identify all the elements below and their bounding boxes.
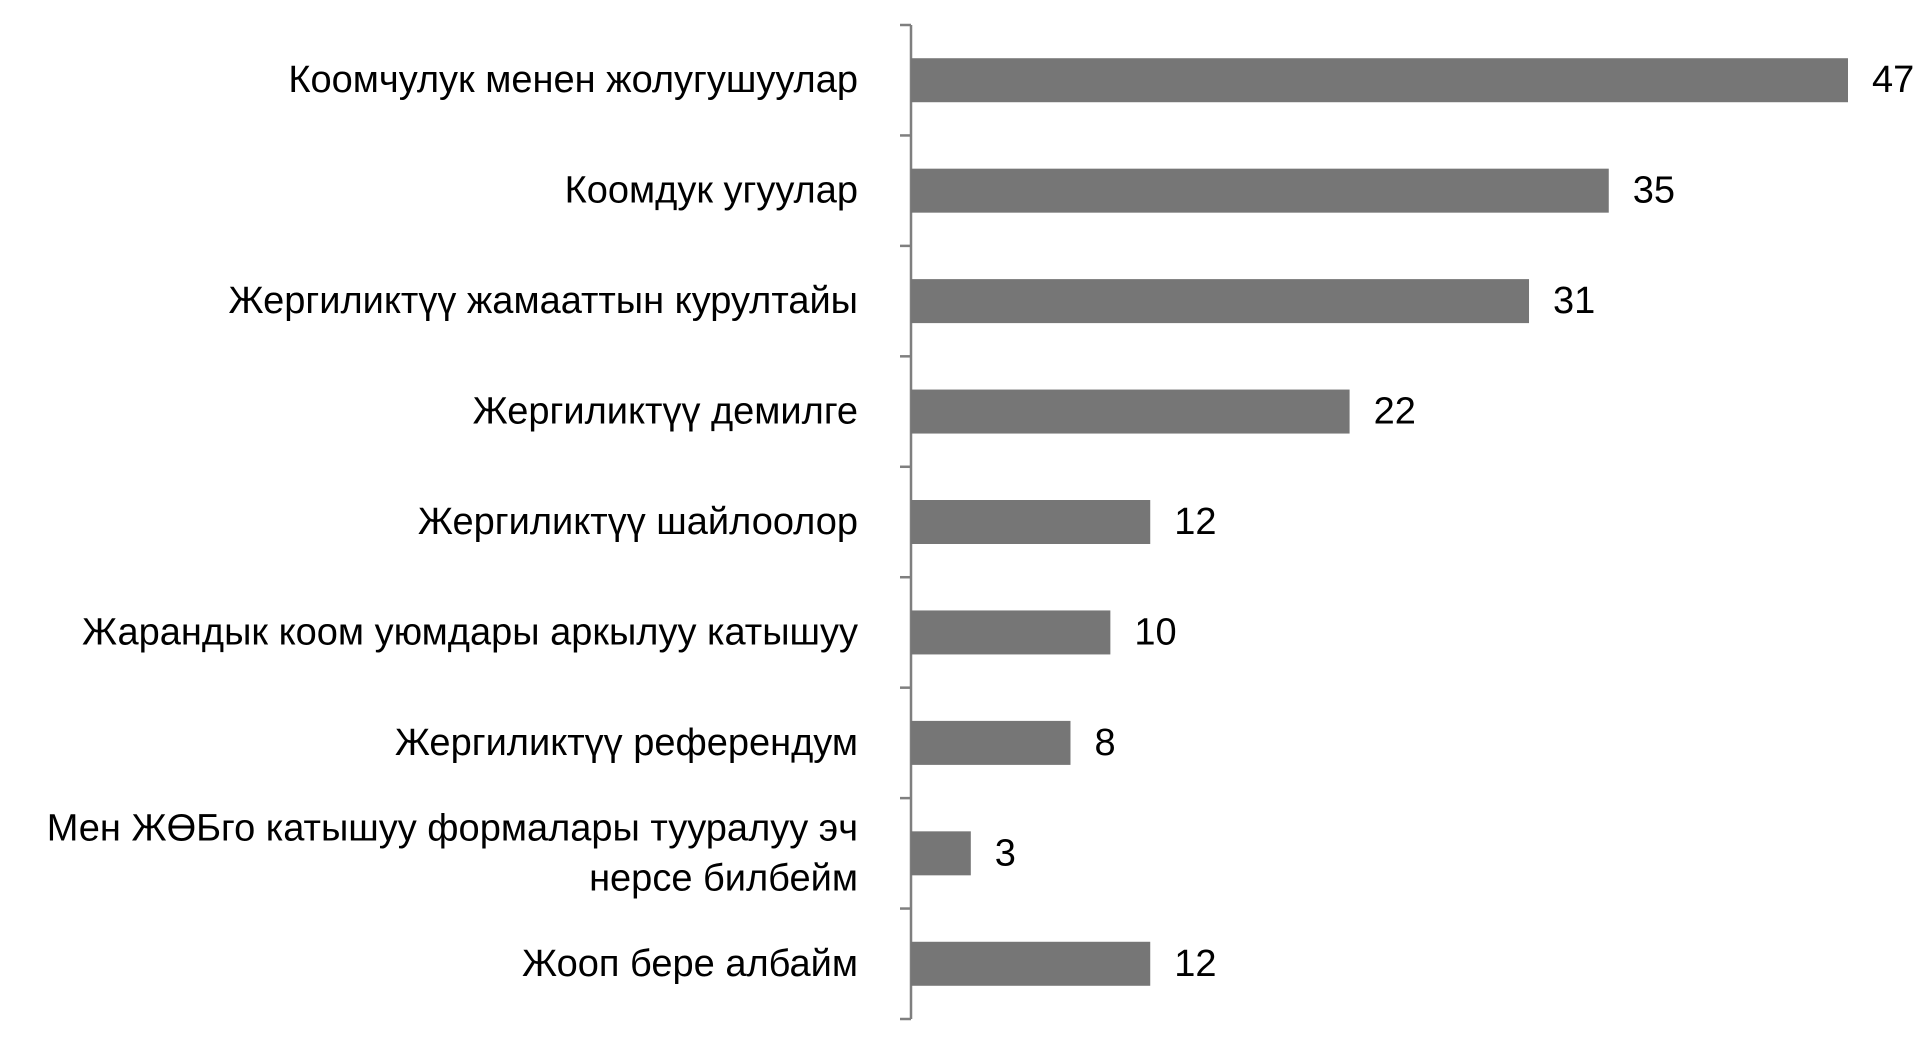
value-label: 47 [1872,59,1914,101]
bar [911,168,1609,213]
category-label-line: Жергиликтүү жамааттын курултайы [229,280,859,322]
category-label: Жарандык коом уюмдары аркылуу катышуу [82,611,858,653]
bar [911,720,1071,765]
value-label: 35 [1633,170,1675,212]
category-label-line: Мен ЖӨБго катышуу формалары тууралуу эч [47,807,858,849]
category-label: Жергиликтүү демилге [473,391,858,433]
category-label-line: Жергиликтүү шайлоолор [418,501,858,543]
category-axis [900,23,913,1021]
value-label: 31 [1553,280,1595,322]
bar [911,389,1350,434]
category-label: Жергиликтүү жамааттын курултайы [229,280,859,322]
value-label: 3 [995,832,1016,874]
value-labels-group: 47 35 31 22 12 10 8 3 12 [995,59,1914,985]
value-label: 22 [1374,391,1416,433]
category-label: Коомчулук менен жолугушуулар [288,59,858,101]
category-label: Мен ЖӨБго катышуу формалары тууралуу эч н… [47,807,858,899]
bar [911,941,1151,986]
category-label-line: Коомчулук менен жолугушуулар [288,59,858,101]
bars-group [911,58,1848,986]
category-label: Жооп бере албайм [522,943,858,985]
category-label-line: Коомдук угуулар [565,170,858,212]
bar [911,58,1848,103]
bar [911,279,1530,324]
bar [911,831,971,876]
category-labels-group: Коомчулук менен жолугушуулар Коомдук угуу… [47,59,858,985]
category-label: Коомдук угуулар [565,170,858,212]
value-label: 8 [1094,722,1115,764]
category-label-line: Жергиликтүү демилге [473,391,858,433]
bar [911,500,1151,544]
category-label: Жергиликтүү шайлоолор [418,501,858,543]
category-label-line: Жергиликтүү референдум [395,722,858,764]
value-label: 12 [1174,501,1216,543]
category-label-line: нерсе билбейм [589,857,858,899]
bar [911,610,1111,655]
value-label: 10 [1134,611,1176,653]
category-label-line: Жарандык коом уюмдары аркылуу катышуу [82,611,858,653]
value-label: 12 [1174,943,1216,985]
category-label: Жергиликтүү референдум [395,722,858,764]
category-label-line: Жооп бере албайм [522,943,858,985]
